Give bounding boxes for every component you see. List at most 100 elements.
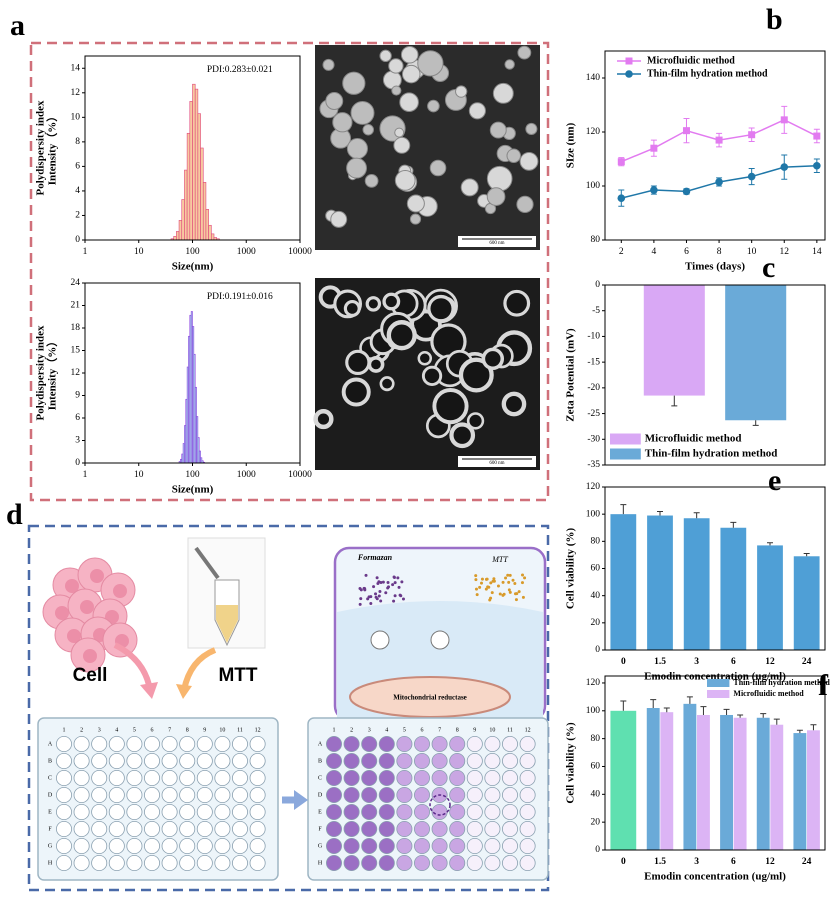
well: [343, 736, 360, 753]
x-tick-label: 1: [83, 247, 88, 257]
y-tick-label: -25: [587, 409, 600, 419]
well: [214, 821, 231, 838]
well: [91, 753, 108, 770]
marker: [650, 144, 658, 152]
well: [56, 804, 73, 821]
x-tick-label: 10000: [288, 247, 312, 257]
well: [231, 736, 248, 753]
well: [161, 821, 178, 838]
well: [519, 838, 536, 855]
mtt-dot: [496, 584, 500, 588]
y-tick-label: 120: [586, 482, 601, 492]
well: [179, 753, 196, 770]
mtt-inset-label: MTT: [491, 555, 508, 564]
mtt-dot: [501, 593, 505, 597]
y-tick-label: 100: [586, 181, 601, 191]
x-axis-label: Size(nm): [172, 261, 214, 273]
well: [196, 787, 213, 804]
bar: [610, 514, 637, 650]
legend-swatch: [610, 433, 641, 445]
formazan-dot: [393, 581, 397, 585]
formazan-dot: [393, 594, 397, 598]
well: [196, 838, 213, 855]
vesicle: [468, 102, 486, 120]
well: [325, 753, 342, 770]
vesicle: [341, 377, 371, 407]
error-bar: [700, 706, 707, 715]
formazan-dot: [374, 592, 378, 596]
arrow-blue-head: [294, 790, 308, 810]
x-tick-label: 1.5: [654, 657, 666, 667]
well: [56, 787, 73, 804]
hist-bar: [208, 224, 212, 241]
x-tick-label: 12: [765, 857, 775, 867]
well: [378, 838, 395, 855]
cell-label: Cell: [73, 665, 108, 686]
plot-frame: [604, 675, 826, 851]
legend-label: Thin-film hydration method: [647, 68, 768, 79]
plate-column: 5: [133, 727, 136, 733]
plate-column: 7: [168, 727, 171, 733]
well: [449, 753, 466, 770]
error-bar: [671, 395, 678, 407]
vesicle: [394, 127, 405, 138]
well: [396, 855, 413, 872]
formazan-dot: [391, 583, 395, 587]
formazan-dot: [386, 580, 390, 584]
well: [196, 753, 213, 770]
error-bar: [796, 729, 803, 734]
well: [231, 821, 248, 838]
legend-label: Thin-film hydration method: [645, 448, 778, 460]
bar: [756, 717, 770, 850]
mtt-dot: [520, 581, 524, 585]
well: [378, 787, 395, 804]
plate-row: B: [318, 758, 322, 764]
panel-label: a: [10, 9, 25, 42]
vesicle: [346, 157, 367, 179]
plate-row: C: [318, 775, 322, 781]
vesicle: [394, 170, 416, 191]
vesicle: [486, 187, 506, 206]
formazan-dot: [375, 597, 379, 601]
vesicle: [506, 148, 521, 163]
well: [413, 838, 430, 855]
plate-column: 12: [525, 727, 531, 733]
x-axis-label: Emodin concentration (ug/ml): [644, 871, 786, 883]
well: [361, 770, 378, 787]
well: [143, 770, 160, 787]
well: [126, 804, 143, 821]
well: [449, 838, 466, 855]
well: [378, 855, 395, 872]
plate-column: 11: [237, 727, 243, 733]
plate-row: H: [48, 860, 53, 866]
well: [126, 736, 143, 753]
bar: [643, 285, 705, 396]
well: [108, 753, 125, 770]
y-tick-label: 80: [591, 235, 601, 245]
well: [179, 804, 196, 821]
well: [249, 821, 266, 838]
hist-bar: [184, 169, 188, 241]
well: [161, 804, 178, 821]
well: [413, 787, 430, 804]
mtt-dot: [520, 573, 524, 577]
vesicle: [379, 376, 395, 392]
well: [449, 770, 466, 787]
well: [161, 753, 178, 770]
hist-bar: [205, 209, 209, 241]
formazan-dot: [399, 594, 403, 598]
y-tick-label: 6: [75, 413, 80, 423]
well: [378, 753, 395, 770]
well: [449, 736, 466, 753]
vesicle: [399, 92, 419, 113]
y-axis-label: Cell viability (%): [565, 528, 577, 610]
vesicle: [406, 194, 425, 213]
bar: [720, 714, 733, 850]
error-bar: [730, 521, 737, 528]
hist-bar: [173, 236, 177, 241]
marker: [682, 127, 690, 135]
well: [501, 855, 518, 872]
y-tick-label: 3: [75, 436, 80, 446]
plate-column: 1: [63, 727, 66, 733]
well: [143, 787, 160, 804]
